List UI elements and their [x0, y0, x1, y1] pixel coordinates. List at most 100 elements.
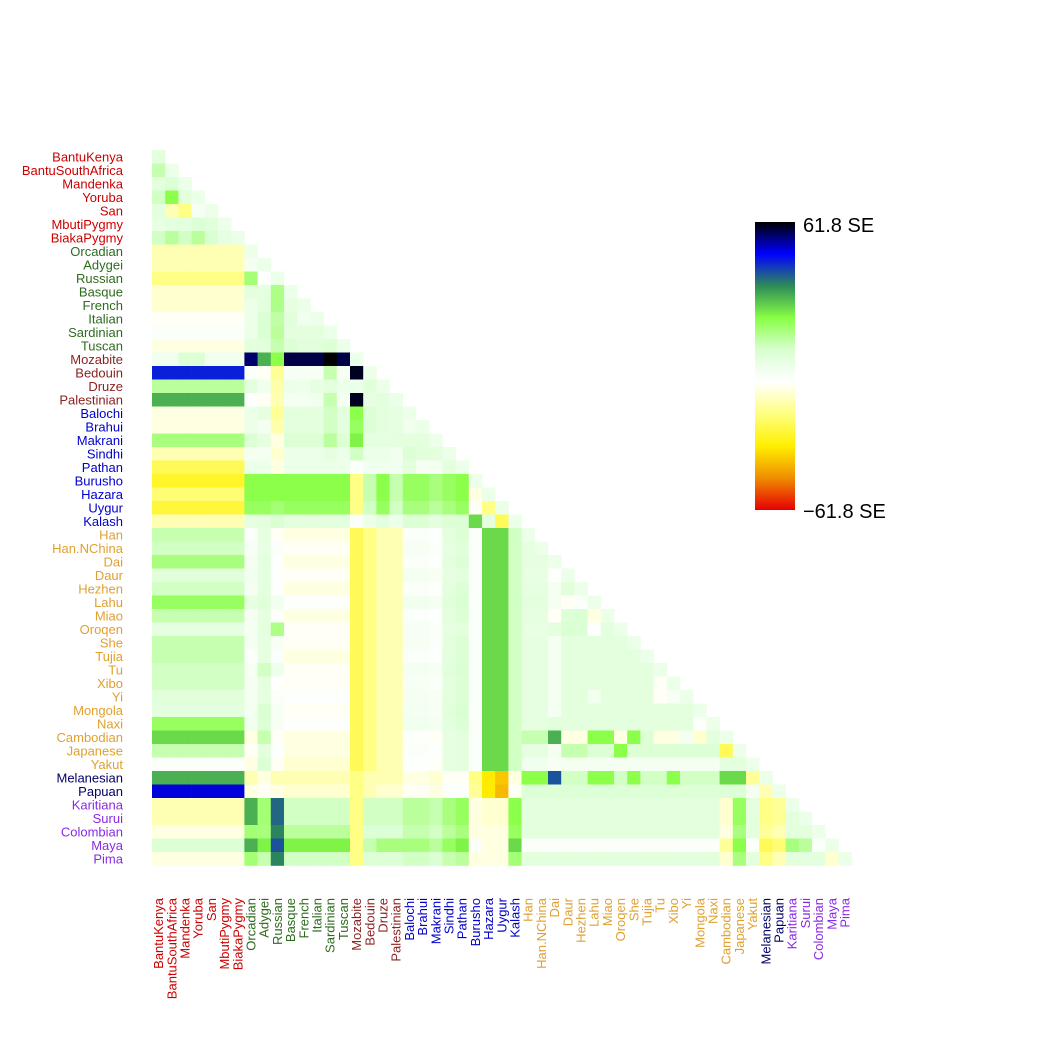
heatmap-cell-Pathan-BantuKenya — [152, 460, 166, 475]
heatmap-cell-Palestinian-French — [297, 393, 311, 407]
heatmap-cell-Daur-BiakaPygmy — [231, 568, 245, 583]
heatmap-cell-Maya-Han — [521, 838, 536, 853]
heatmap-cell-Lahu-Russian — [270, 595, 285, 610]
heatmap-cell-Papuan-Dai — [548, 784, 562, 799]
heatmap-cell-BantuSouthAfrica-BantuKenya — [152, 163, 166, 178]
heatmap-cell-Yakut-Adygei — [257, 757, 272, 772]
heatmap-cell-Japanese-Japanese — [732, 744, 747, 758]
heatmap-cell-Palestinian-Russian — [270, 393, 285, 407]
column-label-Palestinian: Palestinian — [389, 898, 404, 962]
heatmap-cell-Miao-Uygur — [495, 609, 509, 623]
heatmap-cell-French-BantuKenya — [152, 298, 166, 313]
heatmap-cell-Han.NChina-Basque — [284, 541, 298, 556]
heatmap-cell-Han-BantuKenya — [152, 528, 166, 542]
heatmap-cell-Hezhen-Italian — [310, 582, 324, 596]
column-label-Balochi: Balochi — [402, 898, 417, 941]
heatmap-cell-Balochi-Balochi — [402, 406, 417, 421]
heatmap-cell-Tuscan-MbutiPygmy — [218, 339, 232, 353]
heatmap-cell-Pima-Xibo — [666, 852, 681, 866]
heatmap-cell-Bedouin-Mozabite — [350, 366, 364, 380]
heatmap-cell-Maya-Han.NChina — [534, 838, 549, 853]
heatmap-cell-Tujia-Mozabite — [350, 649, 364, 664]
heatmap-cell-Tuscan-Mandenka — [178, 339, 192, 353]
heatmap-cell-Balochi-Mozabite — [350, 406, 364, 421]
row-label-Italian: Italian — [88, 311, 123, 326]
heatmap-cell-Daur-French — [297, 568, 311, 583]
heatmap-cell-BiakaPygmy-Yoruba — [191, 231, 206, 245]
heatmap-cell-Tu-Pathan — [455, 663, 470, 677]
heatmap-cell-Naxi-French — [297, 717, 311, 731]
row-label-Lahu: Lahu — [94, 595, 123, 610]
heatmap-cell-Karitiana-Hazara — [482, 798, 496, 812]
heatmap-cell-Hezhen-Kalash — [508, 582, 522, 596]
heatmap-cell-Colombian-Uygur — [495, 825, 509, 839]
heatmap-cell-Uygur-Sardinian — [323, 501, 338, 515]
heatmap-cell-Tu-Miao — [600, 663, 615, 677]
heatmap-cell-Cambodian-Kalash — [508, 730, 522, 745]
heatmap-cell-Naxi-Palestinian — [389, 717, 404, 731]
heatmap-cell-Sardinian-BantuSouthAfrica — [165, 325, 179, 340]
heatmap-cell-Tu-Dai — [548, 663, 562, 677]
heatmap-cell-Tujia-Burusho — [468, 649, 483, 664]
column-label-Russian: Russian — [270, 898, 285, 945]
heatmap-cell-Mongola-Lahu — [587, 703, 602, 718]
heatmap-cell-Surui-Mongola — [693, 811, 707, 826]
heatmap-cell-Yi-Oroqen — [614, 690, 628, 704]
heatmap-cell-Cambodian-Oroqen — [614, 730, 628, 745]
heatmap-cell-Colombian-MbutiPygmy — [218, 825, 232, 839]
heatmap-cell-Cambodian-MbutiPygmy — [218, 730, 232, 745]
heatmap-cell-Sardinian-French — [297, 325, 311, 340]
heatmap-cell-Sindhi-Sardinian — [323, 447, 338, 461]
heatmap-cell-Tujia-Daur — [561, 649, 575, 664]
heatmap-cell-Maya-BiakaPygmy — [231, 838, 245, 853]
heatmap-cell-Daur-Uygur — [495, 568, 509, 583]
heatmap-cell-Uygur-Druze — [376, 501, 390, 515]
heatmap-cell-Surui-Cambodian — [719, 811, 734, 826]
heatmap-cell-Lahu-Adygei — [257, 595, 272, 610]
heatmap-cell-Uygur-Uygur — [495, 501, 509, 515]
heatmap-cell-Tu-Burusho — [468, 663, 483, 677]
heatmap-cell-Japanese-Mongola — [693, 744, 707, 758]
heatmap-cell-Naxi-Tujia — [640, 717, 654, 731]
heatmap-cells — [152, 150, 852, 866]
heatmap-cell-Han.NChina-Uygur — [495, 541, 509, 556]
heatmap-cell-Uygur-Mozabite — [350, 501, 364, 515]
heatmap-cell-Mozabite-MbutiPygmy — [218, 352, 232, 367]
heatmap-cell-Naxi-Oroqen — [614, 717, 628, 731]
heatmap-cell-Xibo-She — [627, 676, 641, 691]
heatmap-cell-Colombian-Sindhi — [442, 825, 456, 839]
heatmap-cell-Karitiana-Melanesian — [759, 798, 773, 812]
heatmap-cell-Lahu-Italian — [310, 595, 324, 610]
heatmap-cell-Miao-Russian — [270, 609, 285, 623]
heatmap-cell-Orcadian-Yoruba — [191, 244, 206, 259]
row-label-Bedouin: Bedouin — [75, 365, 123, 380]
heatmap-cell-Oroqen-Miao — [600, 622, 615, 637]
heatmap-cell-Cambodian-Xibo — [666, 730, 681, 745]
heatmap-cell-Surui-Makrani — [429, 811, 443, 826]
heatmap-cell-Yi-Han.NChina — [534, 690, 549, 704]
heatmap-cell-Pathan-Pathan — [455, 460, 470, 475]
heatmap-cell-Burusho-MbutiPygmy — [218, 474, 232, 488]
row-label-Mongola: Mongola — [73, 703, 124, 718]
heatmap-cell-Colombian-Dai — [548, 825, 562, 839]
heatmap-cell-Han-Balochi — [402, 528, 417, 542]
heatmap-cell-Yi-Mozabite — [350, 690, 364, 704]
heatmap-cell-She-Brahui — [416, 636, 430, 650]
heatmap-cell-Han-Sindhi — [442, 528, 456, 542]
heatmap-cell-Burusho-Druze — [376, 474, 390, 488]
heatmap-cell-Mandenka-BantuKenya — [152, 177, 166, 191]
heatmap-cell-Bedouin-Orcadian — [244, 366, 258, 380]
heatmap-cell-Basque-Orcadian — [244, 285, 258, 299]
heatmap-cell-Hezhen-Burusho — [468, 582, 483, 596]
heatmap-cell-Cambodian-Cambodian — [719, 730, 734, 745]
heatmap-cell-French-San — [204, 298, 219, 313]
heatmap-cell-Karitiana-Tuscan — [336, 798, 351, 812]
heatmap-cell-Han-Makrani — [429, 528, 443, 542]
heatmap-cell-Karitiana-Sindhi — [442, 798, 456, 812]
heatmap-cell-Surui-Surui — [798, 811, 813, 826]
heatmap-cell-Lahu-Mandenka — [178, 595, 192, 610]
heatmap-cell-Dai-Basque — [284, 555, 298, 569]
heatmap-cell-Balochi-BiakaPygmy — [231, 406, 245, 421]
heatmap-cell-Pima-Druze — [376, 852, 390, 866]
heatmap-cell-Papuan-Palestinian — [389, 784, 404, 799]
